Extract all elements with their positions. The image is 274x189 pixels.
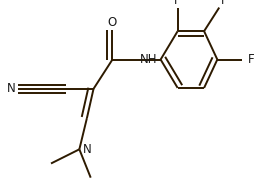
Text: F: F [248,53,254,66]
Text: N: N [7,82,16,95]
Text: F: F [221,0,228,6]
Text: F: F [174,0,181,6]
Text: O: O [108,16,117,29]
Text: NH: NH [139,53,157,66]
Text: N: N [83,143,92,156]
